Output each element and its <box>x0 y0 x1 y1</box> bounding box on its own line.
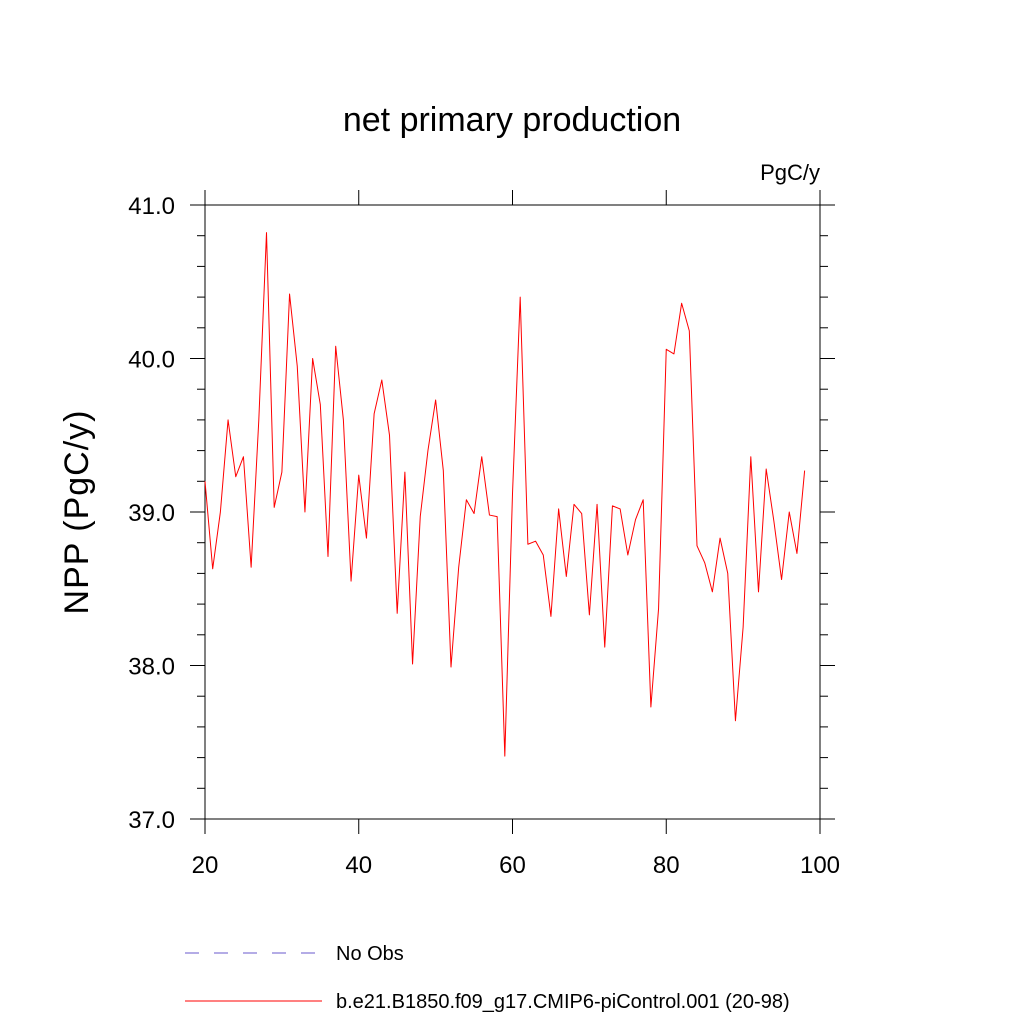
y-tick-label: 41.0 <box>128 193 175 220</box>
units-label: PgC/y <box>760 160 820 185</box>
series-line <box>204 232 806 757</box>
axis-ticks <box>190 190 835 834</box>
y-tick-label: 39.0 <box>128 500 175 527</box>
y-tick-label: 37.0 <box>128 807 175 834</box>
x-tick-label: 80 <box>653 852 680 879</box>
x-tick-label: 100 <box>800 852 840 879</box>
y-tick-label: 38.0 <box>128 654 175 681</box>
legend-label-model-run: b.e21.B1850.f09_g17.CMIP6-piControl.001 … <box>336 991 790 1013</box>
legend: No Obs b.e21.B1850.f09_g17.CMIP6-piContr… <box>185 943 790 1013</box>
chart-title: net primary production <box>343 101 681 139</box>
plot-frame <box>204 204 821 820</box>
x-tick-label: 60 <box>499 852 526 879</box>
legend-label-no-obs: No Obs <box>336 943 404 965</box>
x-tick-label: 40 <box>345 852 372 879</box>
y-axis-label: NPP (PgC/y) <box>58 410 96 615</box>
x-tick-labels: 20 40 60 80 100 <box>192 852 840 879</box>
y-tick-labels: 37.0 38.0 39.0 40.0 41.0 <box>128 193 175 834</box>
x-tick-label: 20 <box>192 852 219 879</box>
series-layer <box>204 232 806 757</box>
y-tick-label: 40.0 <box>128 347 175 374</box>
